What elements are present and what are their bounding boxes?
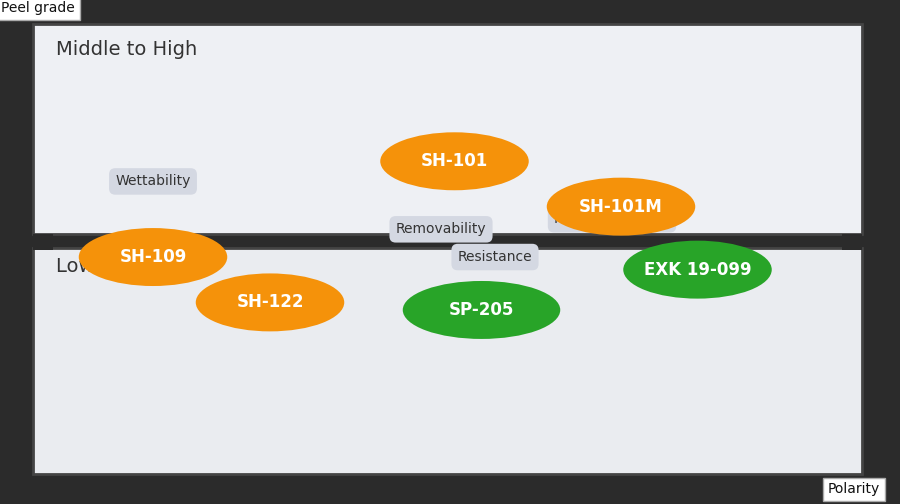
Text: Removability: Removability — [396, 222, 486, 236]
Text: EXK 19-099: EXK 19-099 — [644, 261, 752, 279]
FancyBboxPatch shape — [33, 248, 862, 474]
Text: Polarity: Polarity — [828, 482, 880, 496]
Text: Wettability: Wettability — [115, 174, 191, 188]
Ellipse shape — [380, 132, 529, 191]
Ellipse shape — [403, 281, 560, 339]
Text: SH-101: SH-101 — [421, 152, 488, 170]
Text: SH-101M: SH-101M — [579, 198, 663, 216]
Ellipse shape — [196, 273, 344, 332]
Ellipse shape — [547, 178, 695, 236]
Text: Middle-High Peel: Middle-High Peel — [554, 212, 670, 226]
Text: Peel grade: Peel grade — [1, 1, 75, 15]
Ellipse shape — [79, 228, 227, 286]
FancyBboxPatch shape — [33, 24, 862, 234]
Ellipse shape — [623, 240, 772, 298]
Text: Low to Middle: Low to Middle — [56, 257, 191, 276]
Text: Middle to High: Middle to High — [56, 40, 197, 59]
Text: SH-109: SH-109 — [120, 248, 186, 266]
Text: SP-205: SP-205 — [449, 301, 514, 319]
FancyBboxPatch shape — [842, 234, 862, 250]
Text: Resistance: Resistance — [458, 250, 532, 264]
FancyBboxPatch shape — [33, 234, 53, 250]
Text: SH-122: SH-122 — [236, 293, 304, 311]
